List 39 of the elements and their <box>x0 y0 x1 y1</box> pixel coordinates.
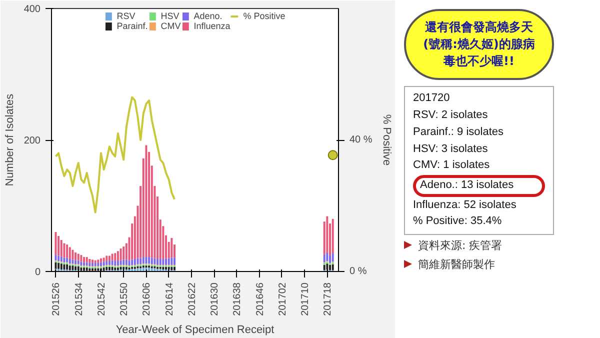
legend-label: Adeno. <box>194 11 222 21</box>
text: Influenza: 52 isolates <box>413 198 518 213</box>
x-tick-label: 201638 <box>232 282 244 316</box>
text: HSV: 3 isolates <box>413 142 489 157</box>
x-tick-label: 201526 <box>51 282 62 316</box>
text: CMV: 1 isolates <box>413 158 491 174</box>
y2-tick-label: 40 % <box>350 134 372 146</box>
x-tick-label: 201718 <box>322 282 334 316</box>
legend-label: Influenza <box>194 21 230 31</box>
x-tick-label: 201534 <box>74 282 85 316</box>
x-tick-label: 201542 <box>96 282 108 316</box>
text: Parainf.: 9 isolates <box>413 124 504 140</box>
y-tick-label: 200 <box>24 136 41 146</box>
legend-label: Parainf. <box>116 21 148 31</box>
text: 還有很會發高燒多天(號稱:燒久姬)的腺病毒也不少喔!! <box>404 9 554 80</box>
x-tick-label: 201550 <box>119 282 130 316</box>
x-tick-label: 201622 <box>186 282 198 316</box>
y-tick-label: 0 <box>34 267 41 278</box>
x-tick-label: 201630 <box>210 282 221 316</box>
legend-label: HSV <box>160 11 180 21</box>
y2-tick-label: 0 % <box>350 266 367 277</box>
legend-label: RSV <box>116 11 136 21</box>
y2-axis-title: % Positive <box>380 114 392 166</box>
y-tick-label: 400 <box>24 4 41 15</box>
x-tick-label: 201710 <box>300 282 312 316</box>
x-axis-title: Year-Week of Specimen Receipt <box>116 324 274 336</box>
y-axis-title: Number of Isolates <box>4 93 16 186</box>
text: Adeno.: 13 isolates <box>413 174 545 197</box>
x-tick-label: 201702 <box>277 282 288 316</box>
legend-label: % Positive <box>243 11 286 21</box>
source-note: 資料來源: 疾管署 <box>417 238 504 254</box>
x-tick-label: 201614 <box>164 282 176 316</box>
text: % Positive: 35.4% <box>413 214 503 230</box>
legend-label: CMV <box>160 21 181 31</box>
text: 201720 <box>413 91 451 106</box>
x-tick-label: 201606 <box>142 282 153 316</box>
x-tick-label: 201646 <box>254 282 266 316</box>
text: 簡維新醫師製作 <box>417 256 496 272</box>
text: RSV: 2 isolates <box>413 108 489 124</box>
